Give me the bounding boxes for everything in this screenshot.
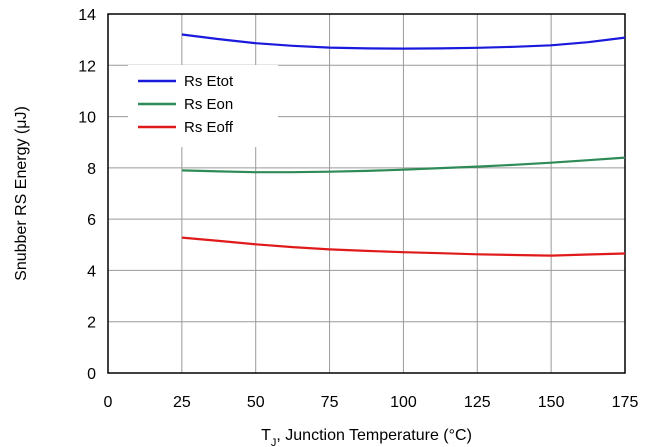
x-tick-label: 100 (390, 394, 417, 411)
y-tick-labels: 0 2 4 6 8 10 12 14 (78, 7, 96, 383)
y-tick-label: 12 (78, 58, 96, 75)
y-tick-label: 6 (87, 212, 96, 229)
x-tick-label: 150 (538, 394, 565, 411)
y-tick-label: 14 (78, 7, 96, 24)
x-tick-labels: 0 25 50 75 100 125 150 175 (104, 394, 639, 411)
legend-label-rs-eon: Rs Eon (184, 96, 233, 113)
x-tick-label: 0 (104, 394, 113, 411)
series-group (181, 33, 626, 257)
y-tick-label: 2 (87, 315, 96, 332)
legend-label-rs-etot: Rs Etot (184, 73, 234, 90)
legend: Rs Etot Rs Eon Rs Eoff (128, 65, 278, 147)
x-tick-label: 50 (247, 394, 265, 411)
x-tick-label: 25 (173, 394, 191, 411)
x-tick-label: 175 (612, 394, 639, 411)
x-axis-title-rest: , Junction Temperature (°C) (276, 427, 472, 444)
x-axis-title-prefix: T (261, 427, 271, 444)
legend-label-rs-eoff: Rs Eoff (184, 119, 234, 136)
legend-background (128, 65, 278, 147)
x-axis-title: TJ, Junction Temperature (°C) (261, 427, 472, 447)
y-tick-label: 8 (87, 161, 96, 178)
y-tick-label: 0 (87, 366, 96, 383)
series-line-rs-eoff (181, 236, 626, 257)
series-line-rs-etot (181, 33, 626, 50)
x-axis-title-sub: J (271, 437, 277, 447)
y-tick-label: 4 (87, 263, 96, 280)
series-line-rs-eon (181, 156, 626, 174)
x-tick-label: 75 (321, 394, 339, 411)
x-tick-label: 125 (464, 394, 491, 411)
y-axis-title: Snubber RS Energy (μJ) (13, 106, 30, 281)
plot-frame (107, 13, 626, 374)
y-tick-label: 10 (78, 110, 96, 127)
